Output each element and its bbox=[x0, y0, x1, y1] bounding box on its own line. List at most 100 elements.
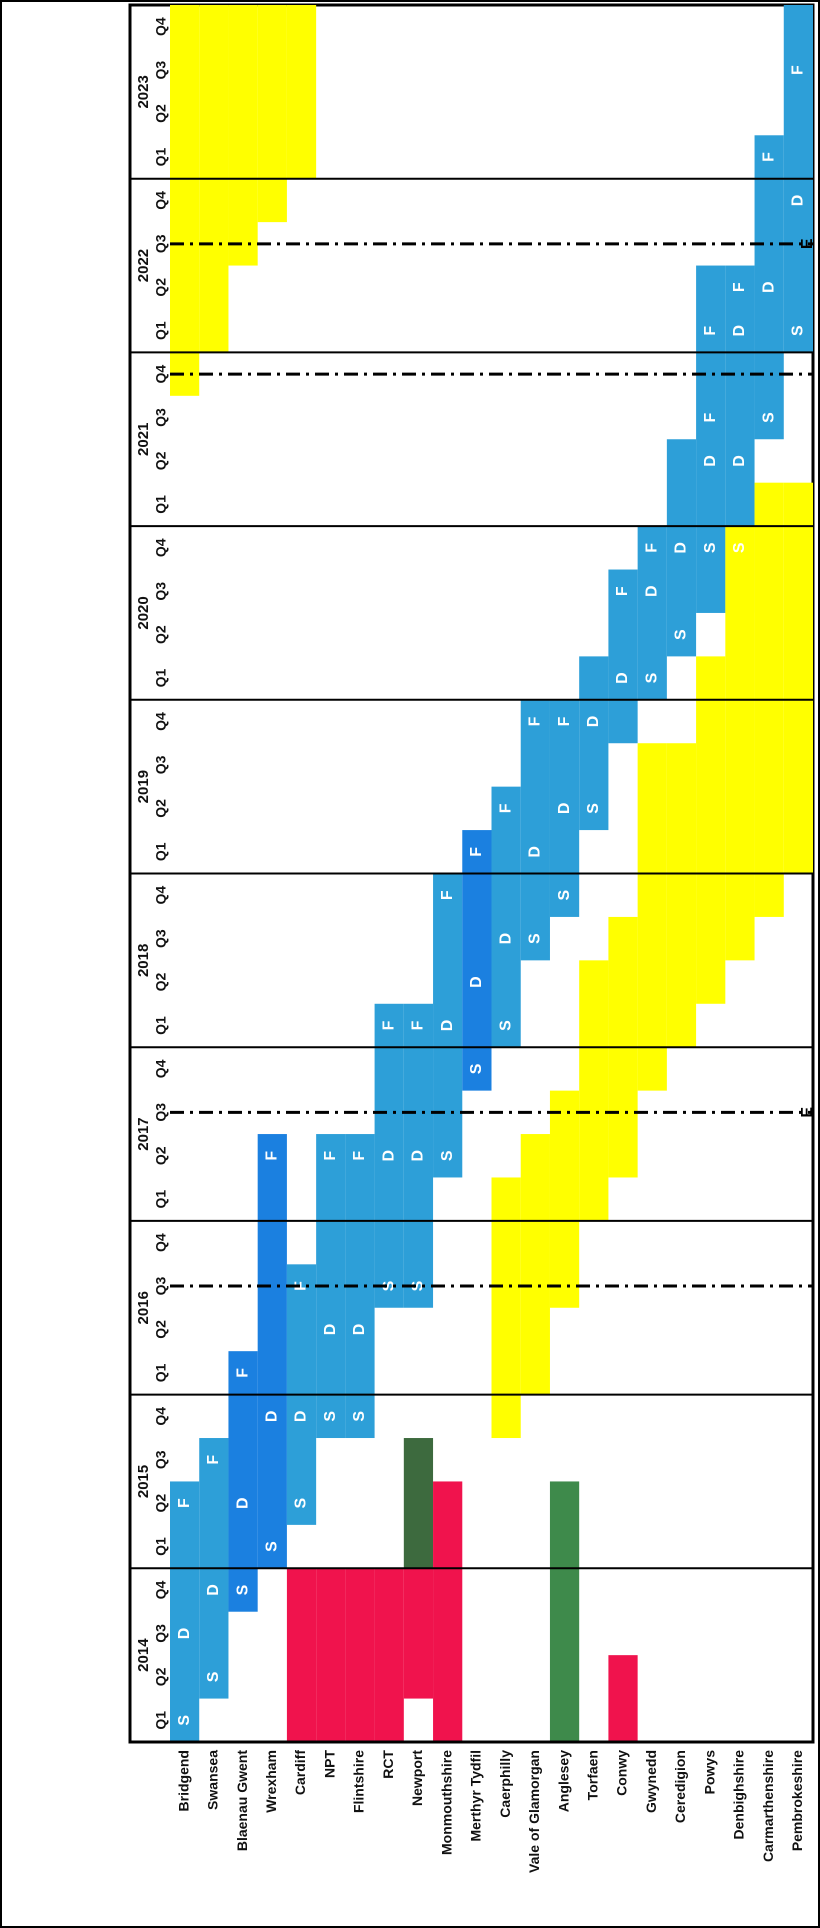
quarter-label: Q1 bbox=[153, 1537, 169, 1556]
stage-letter: S bbox=[643, 672, 660, 683]
quarter-label: Q4 bbox=[153, 886, 169, 905]
row-label: Pembrokeshire bbox=[789, 1750, 805, 1851]
bar-blue bbox=[666, 439, 697, 657]
bar-yellow bbox=[170, 5, 200, 396]
row-label: Vale of Glamorgan bbox=[526, 1750, 542, 1873]
stage-letter: S bbox=[293, 1497, 310, 1508]
year-label: 2023 bbox=[135, 75, 152, 108]
stage-letter: F bbox=[614, 586, 631, 596]
stage-letter: D bbox=[731, 325, 748, 337]
stage-letter: D bbox=[176, 1628, 193, 1640]
stage-letter: S bbox=[556, 890, 573, 901]
stage-letter: D bbox=[264, 1411, 281, 1423]
quarter-label: Q2 bbox=[153, 799, 169, 818]
row-label: Ceredigion bbox=[672, 1750, 688, 1823]
quarter-label: Q1 bbox=[153, 1016, 169, 1035]
stage-letter: F bbox=[673, 412, 690, 422]
bar-red bbox=[433, 1481, 463, 1742]
stage-letter: F bbox=[234, 1368, 251, 1378]
quarter-label: Q2 bbox=[153, 451, 169, 470]
quarter-label: Q2 bbox=[153, 278, 169, 297]
stage-letter: F bbox=[760, 152, 777, 162]
stage-letter: D bbox=[234, 1497, 251, 1509]
quarter-label: Q1 bbox=[153, 1363, 169, 1382]
stage-letter: F bbox=[643, 543, 660, 553]
bar-blue bbox=[403, 1003, 434, 1308]
row-label: Flintshire bbox=[351, 1750, 367, 1813]
bar-darkblue bbox=[462, 830, 492, 1091]
bar-yellow bbox=[696, 656, 726, 1004]
stage-letter: D bbox=[410, 1150, 427, 1162]
bar-green bbox=[549, 1481, 580, 1742]
stage-letter: D bbox=[790, 195, 807, 207]
stage-letter: F bbox=[731, 282, 748, 292]
stage-letter: S bbox=[468, 1063, 485, 1074]
bar-darkblue bbox=[257, 1134, 287, 1569]
bar-yellow bbox=[549, 1090, 580, 1308]
stage-letter: S bbox=[410, 1280, 427, 1291]
stage-letter: D bbox=[293, 1411, 310, 1423]
stage-letter: D bbox=[702, 455, 719, 467]
bar-blue bbox=[637, 526, 667, 700]
bar-yellow bbox=[228, 5, 258, 266]
bar-darkblue bbox=[228, 1351, 258, 1612]
year-label: 2021 bbox=[135, 423, 152, 456]
stage-letter: D bbox=[585, 716, 602, 728]
stage-letter: D bbox=[673, 542, 690, 554]
quarter-label: Q1 bbox=[153, 842, 169, 861]
year-label: 2017 bbox=[135, 1117, 152, 1150]
quarter-label: Q4 bbox=[153, 1580, 169, 1599]
stage-letter: D bbox=[614, 672, 631, 684]
stage-letter: D bbox=[380, 1150, 397, 1162]
bar-blue bbox=[696, 265, 726, 613]
stage-letter: F bbox=[205, 1455, 222, 1465]
bar-red bbox=[286, 1568, 317, 1742]
row-label: Denbighshire bbox=[731, 1750, 747, 1840]
quarter-label: Q4 bbox=[153, 712, 169, 731]
row-label: Carmarthenshire bbox=[760, 1750, 776, 1862]
year-label: 2016 bbox=[135, 1291, 152, 1324]
stage-letter: S bbox=[439, 1150, 456, 1161]
bar-yellow bbox=[666, 743, 697, 1048]
stage-letter: F bbox=[702, 326, 719, 336]
bar-olive bbox=[403, 1438, 434, 1569]
stage-letter: S bbox=[731, 542, 748, 553]
bar-red bbox=[608, 1655, 638, 1742]
stage-letter: F bbox=[497, 803, 514, 813]
stage-letter: D bbox=[731, 455, 748, 467]
stage-letter: F bbox=[468, 847, 485, 857]
stage-letter: D bbox=[556, 803, 573, 815]
quarter-label: Q3 bbox=[153, 1624, 169, 1643]
year-label: 2019 bbox=[135, 770, 152, 803]
stage-letter: F bbox=[380, 1020, 397, 1030]
stage-letter: S bbox=[760, 412, 777, 423]
marker-label: E bbox=[799, 238, 816, 249]
quarter-label: Q3 bbox=[153, 234, 169, 253]
quarter-label: Q1 bbox=[153, 147, 169, 166]
row-label: Newport bbox=[409, 1750, 425, 1806]
stage-letter: F bbox=[322, 1151, 339, 1161]
quarter-label: Q3 bbox=[153, 1276, 169, 1295]
bar-red bbox=[374, 1568, 404, 1742]
stage-letter: F bbox=[790, 65, 807, 75]
quarter-label: Q4 bbox=[153, 191, 169, 210]
row-label: Anglesey bbox=[555, 1750, 571, 1812]
row-label: Blaenau Gwent bbox=[234, 1750, 250, 1851]
stage-letter: F bbox=[527, 716, 544, 726]
quarter-label: Q4 bbox=[153, 17, 169, 36]
quarter-label: Q1 bbox=[153, 321, 169, 340]
stage-letter: D bbox=[468, 976, 485, 988]
bar-blue bbox=[520, 699, 550, 961]
row-label: Wrexham bbox=[263, 1750, 279, 1813]
bar-blue bbox=[549, 699, 580, 917]
bar-blue bbox=[433, 873, 463, 1178]
row-label: Monmouthshire bbox=[438, 1750, 454, 1855]
stage-letter: S bbox=[176, 1715, 193, 1726]
stage-letter: F bbox=[264, 1151, 281, 1161]
stage-letter: D bbox=[760, 281, 777, 293]
quarter-label: Q2 bbox=[153, 1320, 169, 1339]
bar-yellow bbox=[783, 482, 813, 874]
quarter-label: Q2 bbox=[153, 625, 169, 644]
stage-letter: D bbox=[439, 1020, 456, 1032]
